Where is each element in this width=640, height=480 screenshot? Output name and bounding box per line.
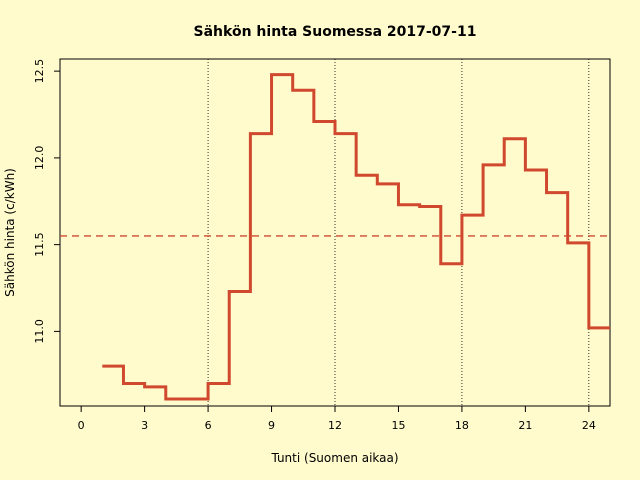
x-tick-label: 0 (78, 419, 85, 432)
chart-title: Sähkön hinta Suomessa 2017-07-11 (194, 24, 477, 40)
y-axis: 11.0 11.5 12.0 12.5 (33, 59, 60, 344)
reference-vertical-lines (207, 59, 590, 406)
y-tick-label: 12.0 (33, 146, 46, 171)
y-tick-label: 11.0 (33, 319, 46, 344)
x-tick-label: 15 (391, 419, 405, 432)
x-tick-label: 9 (268, 419, 275, 432)
x-tick-label: 21 (518, 419, 532, 432)
y-tick-label: 12.5 (33, 59, 46, 84)
price-step-line (102, 73, 610, 401)
x-tick-label: 12 (328, 419, 342, 432)
x-tick-label: 3 (141, 419, 148, 432)
x-tick-label: 18 (455, 419, 469, 432)
x-tick-label: 24 (582, 419, 596, 432)
x-tick-label: 6 (205, 419, 212, 432)
x-axis-label: Tunti (Suomen aikaa) (270, 451, 398, 465)
price-step-series (102, 73, 610, 401)
y-tick-label: 11.5 (33, 232, 46, 257)
y-axis-label: Sähkön hinta (c/kWh) (3, 168, 17, 297)
x-axis: 0 3 6 9 12 15 18 21 24 (78, 406, 596, 432)
